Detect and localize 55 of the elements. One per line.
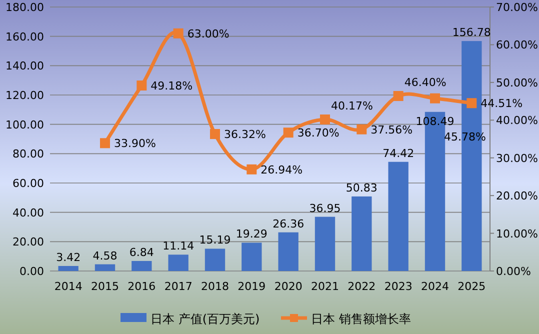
data-label: 15.19 — [199, 234, 231, 247]
data-label: 45.78% — [444, 130, 486, 144]
x-tick-label: 2021 — [311, 280, 339, 293]
y2-tick-label: 50.00% — [496, 76, 538, 90]
y2-tick-label: 40.00% — [496, 114, 538, 128]
y-tick-label: 80.00 — [12, 148, 44, 161]
x-tick-label: 2022 — [348, 280, 376, 293]
data-label: 49.18% — [150, 80, 193, 93]
y2-tick-label: 0.00% — [496, 265, 531, 278]
data-label: 50.83 — [346, 181, 378, 194]
x-tick-label: 2014 — [54, 280, 82, 293]
x-tick-label: 2015 — [91, 280, 119, 293]
y-tick-label: 20.00 — [12, 236, 44, 249]
y2-tick-label: 20.00% — [496, 190, 538, 203]
data-label: 36.95 — [309, 202, 341, 215]
data-label: 108.49 — [416, 114, 454, 128]
x-tick-label: 2019 — [238, 280, 266, 293]
data-label: 36.70% — [297, 126, 340, 140]
x-tick-label: 2023 — [384, 280, 412, 293]
y2-tick-label: 70.00% — [496, 1, 538, 14]
y-tick-label: 180.00 — [6, 1, 44, 14]
x-tick-label: 2025 — [458, 280, 486, 293]
data-label: 33.90% — [114, 137, 156, 150]
data-label: 63.00% — [187, 27, 230, 40]
data-label: 46.40% — [404, 76, 446, 90]
x-tick-label: 2018 — [201, 280, 229, 293]
y-tick-label: 140.00 — [6, 60, 44, 73]
y2-tick-label: 30.00% — [496, 152, 538, 165]
legend-label: 日本 销售额增长率 — [311, 312, 411, 326]
y-tick-label: 60.00 — [12, 177, 44, 190]
x-tick-label: 2016 — [128, 280, 156, 293]
x-tick-label: 2020 — [274, 280, 302, 293]
data-label: 19.29 — [236, 228, 268, 241]
x-tick-label: 2024 — [421, 280, 449, 293]
y-tick-label: 160.00 — [6, 30, 44, 44]
y-tick-label: 0.00 — [20, 265, 44, 278]
data-label: 40.17% — [331, 100, 373, 112]
data-label: 44.51% — [480, 97, 523, 110]
y-tick-label: 120.00 — [6, 89, 44, 102]
legend-label: 日本 产值(百万美元) — [150, 312, 260, 326]
data-label: 36.32% — [224, 128, 266, 142]
y-tick-label: 100.00 — [6, 118, 44, 132]
data-label: 26.36 — [272, 217, 304, 230]
data-label: 4.58 — [92, 249, 118, 262]
y-tick-label: 40.00 — [12, 206, 44, 220]
data-label: 6.84 — [129, 246, 154, 259]
data-label: 37.56% — [370, 123, 413, 136]
data-label: 3.42 — [56, 250, 81, 264]
y2-tick-label: 60.00% — [496, 38, 538, 52]
data-label: 11.14 — [162, 240, 194, 253]
data-label: 26.94% — [260, 163, 303, 176]
data-label: 74.42 — [382, 146, 414, 160]
data-label: 156.78 — [452, 26, 491, 40]
x-tick-label: 2017 — [164, 280, 192, 293]
y2-tick-label: 10.00% — [496, 227, 538, 240]
